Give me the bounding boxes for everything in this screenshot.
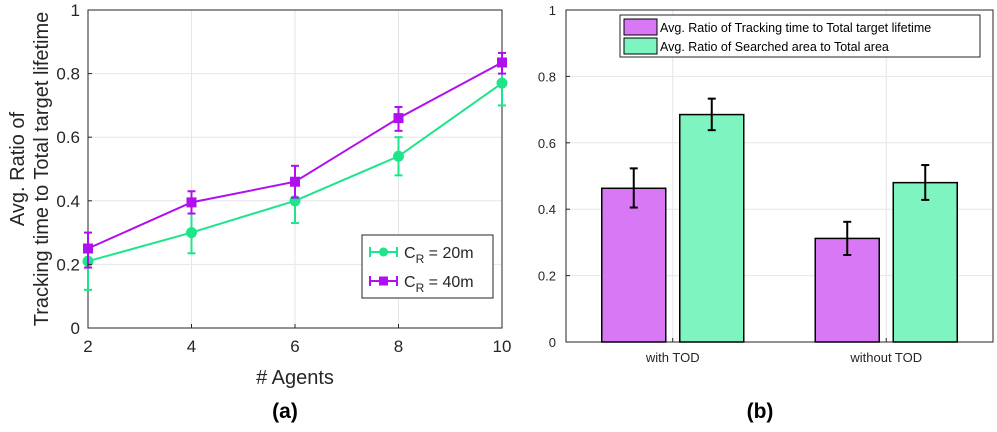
data-point-40m: [83, 243, 93, 254]
chart-a: 2 4 6 8 10 0 0.2 0.4 0.6 0.8 1 # Agents Avg. Ratio…: [7, 1, 511, 423]
legend-label-tracking: Avg. Ratio of Tracking time to Total tar…: [660, 21, 931, 35]
chart-a-x-tick-label: 10: [493, 337, 512, 356]
chart-a-y-tick-label: 1: [71, 1, 80, 20]
chart-b-y-tick-label: 0.4: [538, 202, 556, 217]
data-point-20m: [496, 77, 508, 89]
chart-a-x-tick-label: 6: [290, 337, 299, 356]
legend-label-20m: CR = 20m: [404, 245, 474, 266]
chart-a-ticks: 2 4 6 8 10 0 0.2 0.4 0.6 0.8 1: [56, 1, 511, 356]
chart-b-legend-entry-1: Avg. Ratio of Tracking time to Total tar…: [623, 18, 931, 36]
chart-a-x-tick-label: 4: [187, 337, 196, 356]
chart-a-legend-box: [361, 234, 494, 299]
legend-swatch-tracking: [623, 18, 658, 36]
chart-a-x-axis-label: # Agents: [256, 367, 334, 389]
chart-b-legend-box: [619, 14, 981, 58]
chart-a-y-tick-label: 0.6: [56, 128, 80, 147]
legend-marker-40m: [379, 276, 388, 286]
chart-a-y-axis-label: Avg. Ratio of Tracking time to Total tar…: [7, 12, 53, 327]
chart-a-x-tick-label: 8: [394, 337, 403, 356]
legend-label-searched: Avg. Ratio of Searched area to Total are…: [660, 40, 889, 54]
chart-a-legend-entry-2: CR = 40m: [369, 274, 474, 295]
bar-searched: [892, 181, 958, 343]
bar-tracking: [601, 187, 667, 343]
data-point-40m: [393, 113, 404, 124]
data-point-40m: [290, 176, 300, 187]
chart-a-y-tick-label: 0.2: [56, 255, 80, 274]
chart-a-series: [82, 51, 508, 291]
chart-b: 0 0.2 0.4 0.6 0.8 1 with TOD without TOD (b) Av…: [538, 3, 994, 423]
chart-b-y-tick-label: 0.8: [538, 69, 556, 84]
chart-b-legend-entry-2: Avg. Ratio of Searched area to Total are…: [623, 37, 889, 55]
legend-marker-20m: [379, 247, 388, 257]
chart-b-plot-frame: [565, 9, 994, 343]
chart-b-y-tick-label: 0.6: [538, 136, 556, 151]
chart-a-y-axis-label-line-1: Avg. Ratio of: [7, 111, 29, 226]
chart-b-y-tick-label: 0: [549, 335, 556, 350]
chart-b-x-tick-label: with TOD: [645, 350, 700, 365]
chart-b-legend: Avg. Ratio of Tracking time to Total tar…: [619, 14, 981, 58]
data-point-40m: [497, 57, 507, 68]
chart-b-caption: (b): [747, 400, 774, 423]
data-point-20m: [186, 227, 197, 239]
chart-a-legend-entry-1: CR = 20m: [369, 245, 474, 266]
chart-a-y-tick-label: 0.4: [56, 192, 80, 211]
bar-searched: [679, 113, 745, 343]
chart-b-bars: [601, 97, 958, 343]
chart-b-y-tick-label: 1: [549, 3, 556, 18]
legend-swatch-searched: [623, 37, 658, 55]
chart-b-y-tick-label: 0.2: [538, 269, 556, 284]
chart-a-y-axis-label-line-2: Tracking time to Total target lifetime: [31, 12, 53, 327]
chart-a-x-tick-label: 2: [83, 337, 92, 356]
chart-b-ticks: 0 0.2 0.4 0.6 0.8 1 with TOD without TOD: [538, 3, 922, 365]
chart-a-caption: (a): [272, 400, 298, 423]
chart-a-legend: CR = 20m CR = 40m: [361, 234, 494, 299]
chart-b-x-tick-label: without TOD: [849, 350, 922, 365]
chart-a-y-tick-label: 0.8: [56, 65, 80, 84]
chart-a-y-tick-label: 0: [71, 319, 80, 338]
legend-label-40m: CR = 40m: [404, 274, 474, 295]
data-point-20m: [393, 150, 404, 162]
data-point-40m: [186, 197, 197, 208]
